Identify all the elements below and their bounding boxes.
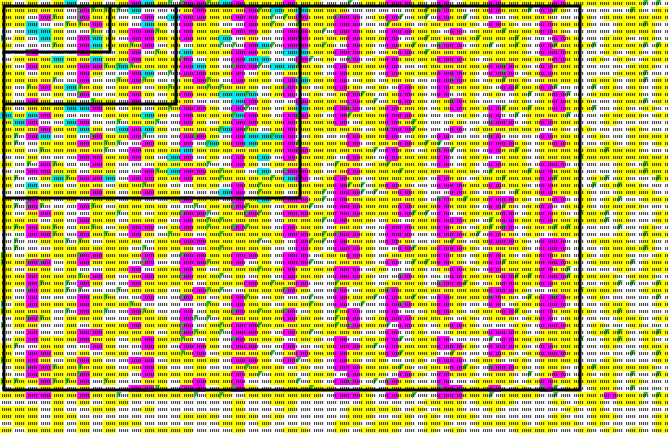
outline-box: [2, 4, 112, 54]
outline-boxes: [2, 4, 582, 392]
